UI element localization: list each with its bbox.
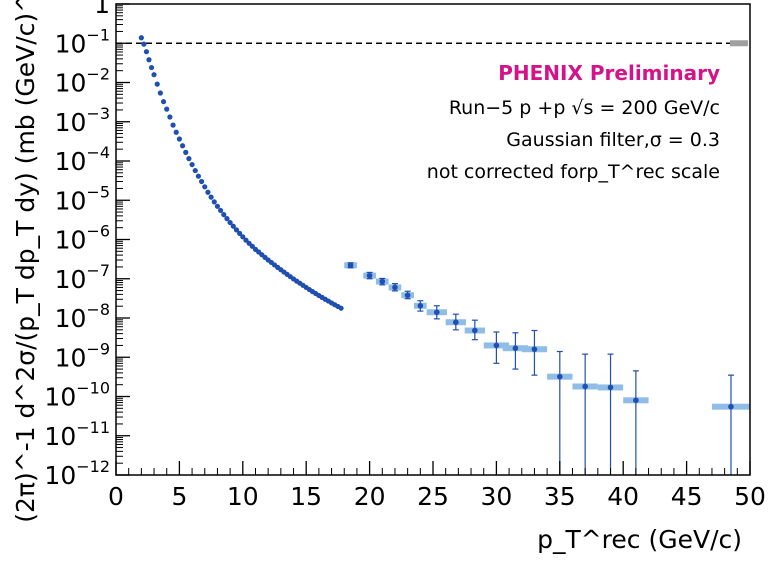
data-point [221,212,227,218]
data-point [208,194,214,200]
data-point [138,35,144,41]
x-tick-label: 25 [417,482,449,511]
y-tick-label: 10−6 [55,222,110,255]
data-point [170,122,176,128]
y-axis-title: (2π)^-1 d^2σ/(p_T dp_T dy) (mb (GeV/c)^-… [11,0,40,523]
annotation-line-3: not corrected forp_T^rec scale [427,161,720,183]
data-point [512,345,519,352]
data-point [404,292,411,299]
x-tick-label: 0 [108,482,124,511]
x-axis-title: p_T^rec (GeV/c) [537,525,742,554]
x-tick-label: 20 [354,482,386,511]
data-point [211,199,217,205]
y-tick-label: 10−3 [55,104,110,137]
annotation-line-1: Run−5 p +p √s = 200 GeV/c [449,97,720,119]
y-tick-label: 10−9 [55,339,110,372]
data-points [138,35,734,410]
data-point [173,129,179,135]
y-tick-label: 10−5 [55,182,110,215]
data-point [582,383,588,390]
x-tick-label: 45 [671,482,703,511]
data-point [151,72,157,78]
y-tick-label: 10−12 [44,457,110,490]
data-point [434,309,440,316]
data-point [179,143,186,149]
data-point [493,342,500,349]
y-tick-label: 10−8 [55,300,110,333]
data-point [347,262,354,269]
data-point [557,373,563,380]
data-point [157,90,163,96]
data-point [218,207,224,214]
data-point [240,234,246,240]
data-point [176,136,182,142]
data-point [146,57,152,63]
x-tick-label: 50 [734,482,766,511]
y-tick-label: 10−2 [55,65,110,98]
y-tick-label: 10−11 [44,418,110,451]
data-point [607,384,614,391]
data-point [233,227,240,233]
x-axis-ticks: 0 5 10 15 20 25 30 35 40 45 50 [108,461,766,511]
data-point [167,114,173,120]
data-point [453,319,459,326]
x-tick-label: 15 [290,482,322,511]
data-point [531,346,538,353]
data-point [164,106,170,112]
data-point [189,161,195,168]
data-point [243,237,249,243]
data-point [202,184,208,190]
data-point [224,216,230,222]
reference-uncertainty-box [730,40,748,47]
data-point [392,284,398,291]
data-point [338,305,344,311]
data-point [195,173,202,179]
x-tick-label: 35 [544,482,576,511]
data-point [366,272,373,279]
x-tick-label: 5 [171,482,187,511]
x-tick-label: 10 [227,482,259,511]
data-point [160,99,167,105]
data-point [198,178,205,185]
data-point [227,219,233,226]
data-point [141,41,147,47]
data-point [148,64,155,71]
data-point [633,397,639,404]
y-axis-ticks: 10−1210−1110−1010−910−810−710−610−510−41… [44,0,130,490]
y-tick-label: 10−4 [55,143,110,176]
data-point [472,327,478,334]
data-point [154,81,160,87]
annotation-title: PHENIX Preliminary [498,61,720,85]
annotation-line-2: Gaussian filter,σ = 0.3 [506,129,720,151]
data-point [417,302,424,309]
data-point [214,203,221,209]
data-point [143,49,150,55]
data-point [379,278,386,285]
x-tick-label: 30 [480,482,512,511]
data-point [205,189,211,195]
x-tick-label: 40 [607,482,639,511]
y-tick-label: 10−7 [55,261,110,294]
data-point [728,403,734,410]
data-point [186,156,192,162]
data-point [230,223,236,229]
y-tick-label: 1 [94,0,110,19]
data-point [237,230,243,237]
data-point [183,149,189,155]
y-tick-label: 10−10 [44,379,110,412]
data-point [192,167,198,174]
y-tick-label: 10−1 [55,25,110,58]
